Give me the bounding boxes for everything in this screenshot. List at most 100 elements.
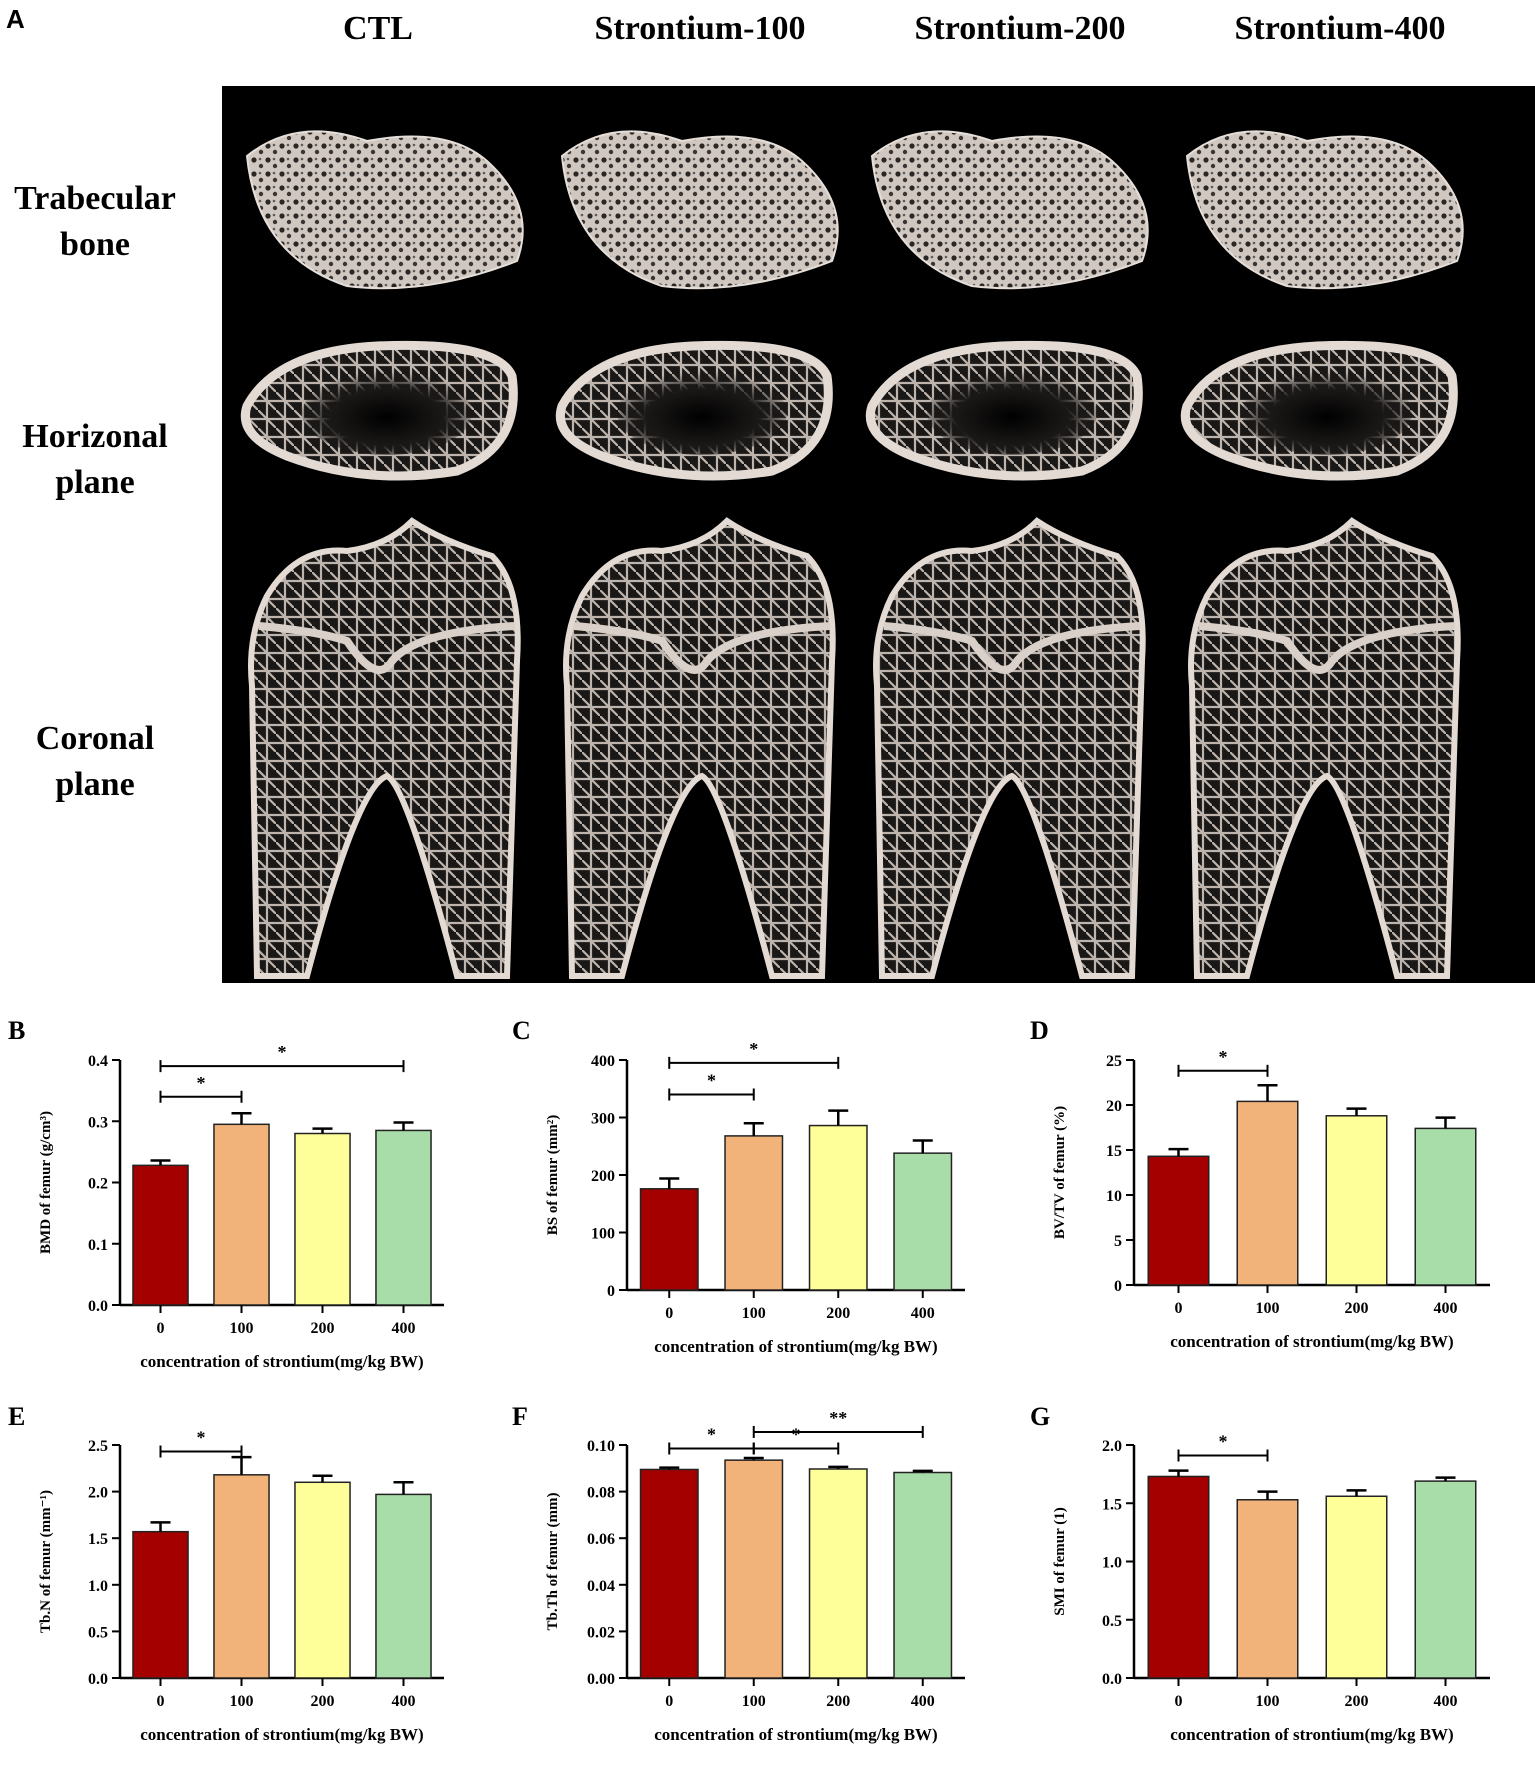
trabecular-bone-specimen	[245, 130, 524, 290]
x-tick-label: 100	[230, 1320, 254, 1337]
y-tick-label: 0.06	[587, 1531, 615, 1548]
y-tick-label: 300	[591, 1111, 615, 1128]
trabecular-bone-specimen	[560, 130, 839, 290]
growth-plate-line	[258, 622, 516, 674]
x-tick-label: 400	[392, 1693, 416, 1710]
panel-letter-a: A	[6, 4, 25, 34]
x-tick-label: 100	[742, 1693, 766, 1710]
x-axis-label: concentration of strontium(mg/kg BW)	[140, 1352, 423, 1371]
bar-chart-c: C 0 100 200 300 400 0 100 200 400 * * concentration …	[512, 1016, 965, 1356]
y-tick-label: 200	[591, 1168, 615, 1185]
x-tick-label: 0	[1175, 1693, 1183, 1710]
row-label-line: Trabecular	[14, 180, 176, 217]
y-tick-label: 0.5	[1102, 1613, 1122, 1630]
panel-letter: F	[512, 1402, 528, 1431]
x-tick-label: 100	[742, 1305, 766, 1322]
y-tick-label: 20	[1106, 1098, 1122, 1115]
bar-200	[294, 1481, 351, 1679]
bar-400	[893, 1471, 953, 1679]
x-axis-label: concentration of strontium(mg/kg BW)	[140, 1725, 423, 1744]
y-axis-label: BV/TV of femur (%)	[1052, 1106, 1068, 1239]
bar-0	[639, 1188, 699, 1291]
y-tick-label: 1.0	[88, 1578, 108, 1595]
x-axis-label: concentration of strontium(mg/kg BW)	[654, 1337, 937, 1356]
y-tick-label: 0.1	[88, 1237, 108, 1254]
y-tick-label: 100	[591, 1226, 615, 1243]
ct-specimens	[241, 130, 1464, 979]
y-axis-label: Tb.N of femur (mm⁻¹)	[38, 1490, 54, 1633]
y-tick-label: 1.5	[1102, 1496, 1122, 1513]
y-axis-label: BS of femur (mm²)	[545, 1115, 561, 1235]
y-tick-label: 0.04	[587, 1578, 615, 1595]
bar-100	[1236, 1499, 1299, 1679]
bar-chart-b: B 0.0 0.1 0.2 0.3 0.4 0 100 200 400 * * concentratio…	[8, 1016, 444, 1371]
x-tick-label: 100	[230, 1693, 254, 1710]
row-label-line: Horizonal	[22, 418, 168, 455]
x-tick-label: 0	[665, 1305, 673, 1322]
bar-100	[1236, 1100, 1299, 1286]
coronal-plane-specimen	[1188, 517, 1461, 979]
bar-100	[724, 1135, 784, 1291]
y-tick-label: 5	[1114, 1233, 1122, 1250]
x-tick-label: 200	[311, 1693, 335, 1710]
y-tick-label: 0.4	[88, 1053, 108, 1070]
x-tick-label: 200	[826, 1693, 850, 1710]
x-tick-label: 400	[911, 1693, 935, 1710]
bar-200	[808, 1468, 868, 1679]
y-axis-label: Tb.Th of femur (mm)	[545, 1492, 561, 1630]
y-tick-label: 1.5	[88, 1531, 108, 1548]
y-tick-label: 25	[1106, 1053, 1122, 1070]
trabecular-bone-specimen	[1185, 130, 1464, 290]
x-tick-label: 200	[826, 1305, 850, 1322]
bar-400	[375, 1129, 432, 1306]
y-tick-label: 1.0	[1102, 1555, 1122, 1572]
y-tick-label: 0.3	[88, 1114, 108, 1131]
x-axis-label: concentration of strontium(mg/kg BW)	[654, 1725, 937, 1744]
x-tick-label: 0	[665, 1693, 673, 1710]
significance-label: *	[278, 1042, 287, 1062]
row-label-line: plane	[55, 766, 135, 803]
bar-200	[808, 1124, 868, 1291]
x-axis-label: concentration of strontium(mg/kg BW)	[1170, 1332, 1453, 1351]
y-tick-label: 2.0	[88, 1485, 108, 1502]
marrow-cavity	[927, 371, 1097, 455]
x-tick-label: 200	[311, 1320, 335, 1337]
significance-label: *	[1219, 1047, 1228, 1067]
panel-letter: E	[8, 1402, 25, 1431]
x-tick-label: 200	[1345, 1693, 1369, 1710]
micro-ct-images	[241, 130, 1464, 979]
panel-letter: G	[1030, 1402, 1050, 1431]
bar-chart-g: G 0.0 0.5 1.0 1.5 2.0 0 100 200 400 * concentration…	[1030, 1402, 1490, 1744]
row-label-line: plane	[55, 464, 135, 501]
significance-label: *	[197, 1428, 206, 1448]
significance-label: *	[197, 1073, 206, 1093]
bar-chart-d: D 0 5 10 15 20 25 0 100 200 400 * concentration of s…	[1030, 1016, 1490, 1351]
bar-200	[294, 1132, 351, 1306]
x-tick-label: 400	[392, 1320, 416, 1337]
significance-label: *	[792, 1424, 801, 1444]
panel-letter: C	[512, 1016, 531, 1045]
y-tick-label: 400	[591, 1053, 615, 1070]
significance-label: *	[749, 1039, 758, 1059]
bar-100	[213, 1474, 270, 1679]
x-tick-label: 200	[1345, 1300, 1369, 1317]
bar-chart-e: E 0.0 0.5 1.0 1.5 2.0 2.5 0 100 200 400 * concentrat…	[8, 1402, 444, 1744]
significance-label: *	[1219, 1431, 1228, 1451]
y-tick-label: 0.10	[587, 1438, 615, 1455]
y-tick-label: 2.0	[1102, 1438, 1122, 1455]
significance-label: *	[707, 1071, 716, 1091]
column-header-ctl: CTL	[343, 10, 413, 47]
y-tick-label: 15	[1106, 1143, 1122, 1160]
bar-100	[724, 1459, 784, 1679]
x-axis-label: concentration of strontium(mg/kg BW)	[1170, 1725, 1453, 1744]
row-label-line: bone	[60, 226, 130, 263]
row-label-line: Coronal	[35, 720, 155, 757]
bar-0	[132, 1164, 189, 1306]
y-tick-label: 0.00	[587, 1671, 615, 1688]
significance-label: *	[707, 1424, 716, 1444]
x-tick-label: 100	[1256, 1300, 1280, 1317]
micro-ct-image-panel	[222, 86, 1535, 983]
column-header-sr200: Strontium-200	[914, 10, 1126, 47]
marrow-cavity	[617, 371, 787, 455]
bar-0	[132, 1530, 189, 1679]
